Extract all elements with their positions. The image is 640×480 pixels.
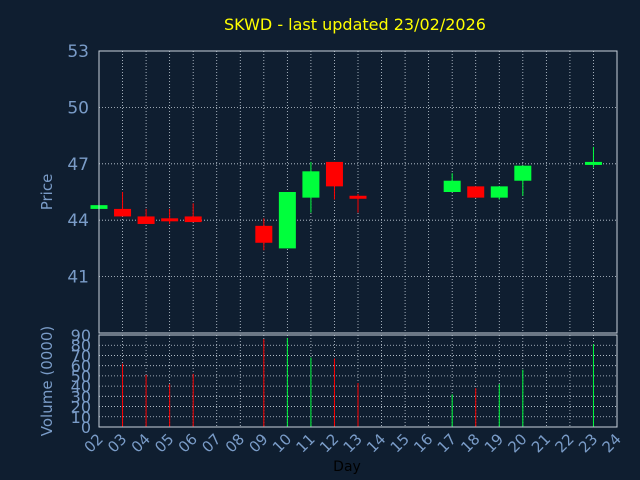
price-panel-frame — [98, 50, 618, 334]
x-tick-label: 09 — [245, 430, 271, 456]
x-tick-label: 17 — [434, 430, 460, 456]
x-tick-label: 15 — [387, 430, 413, 456]
candles-group — [90, 146, 602, 251]
candle-18 — [467, 186, 485, 198]
candle-09 — [255, 218, 273, 251]
x-tick-label: 23 — [575, 430, 601, 456]
chart-title: SKWD - last updated 23/02/2026 — [224, 15, 486, 34]
volume-y-tick-label: 70 — [71, 346, 91, 365]
candle-body — [278, 192, 296, 249]
x-tick-label: 05 — [151, 430, 177, 456]
x-tick-label: 22 — [552, 430, 578, 456]
x-tick-label: 14 — [363, 430, 389, 456]
volume-axis-label: Volume (0000) — [38, 326, 56, 436]
candle-04 — [137, 208, 155, 224]
price-y-tick-label: 47 — [67, 155, 89, 175]
candle-body — [255, 225, 273, 243]
price-y-tick-label: 44 — [67, 211, 89, 231]
x-tick-label: 21 — [528, 430, 554, 456]
candle-11 — [302, 161, 320, 213]
x-tick-label: 20 — [504, 430, 530, 456]
volume-y-tick-label: 40 — [71, 377, 91, 396]
candle-20 — [514, 165, 532, 196]
x-tick-label: 08 — [222, 430, 248, 456]
candle-body — [584, 161, 602, 165]
price-y-tick-label: 53 — [67, 42, 89, 62]
x-tick-label: 07 — [198, 430, 224, 456]
candle-12 — [325, 161, 343, 200]
volume-panel-frame — [98, 334, 618, 428]
candle-03 — [114, 192, 132, 217]
x-tick-label: 16 — [410, 430, 436, 456]
price-y-tick-labels: 53 50 47 44 41 — [67, 42, 89, 288]
candle-body — [161, 218, 179, 222]
x-tick-label: 24 — [599, 430, 625, 456]
volume-y-tick-label: 80 — [71, 336, 91, 355]
candle-body — [349, 195, 367, 199]
candle-body — [443, 180, 461, 192]
candle-body — [114, 208, 132, 217]
price-axis-label: Price — [38, 174, 56, 211]
price-y-tick-label: 41 — [67, 268, 89, 288]
x-tick-label: 04 — [128, 430, 154, 456]
candle-body — [302, 171, 320, 198]
x-tick-label: 13 — [340, 430, 366, 456]
candle-body — [184, 216, 202, 223]
candle-06 — [184, 203, 202, 223]
price-y-tick-label: 50 — [67, 98, 89, 118]
x-tick-label: 11 — [293, 430, 319, 456]
volume-y-tick-label: 60 — [71, 357, 91, 376]
x-tick-label: 18 — [457, 430, 483, 456]
volume-bars-group — [122, 338, 594, 427]
x-tick-label: 10 — [269, 430, 295, 456]
volume-y-tick-label: 30 — [71, 387, 91, 406]
candle-05 — [161, 208, 179, 224]
candle-23 — [584, 146, 602, 168]
candle-body — [325, 161, 343, 187]
volume-y-tick-label: 10 — [71, 408, 91, 427]
candle-19 — [490, 186, 508, 200]
volume-y-tick-label: 20 — [71, 398, 91, 417]
candle-body — [467, 186, 485, 198]
candle-10 — [278, 192, 296, 249]
x-tick-labels: 0203040506070809101112131415161718192021… — [81, 430, 625, 456]
candle-body — [490, 186, 508, 198]
candle-body — [137, 216, 155, 224]
x-tick-label: 06 — [175, 430, 201, 456]
x-tick-label: 12 — [316, 430, 342, 456]
x-tick-label: 19 — [481, 430, 507, 456]
candle-17 — [443, 173, 461, 192]
volume-y-tick-label: 50 — [71, 367, 91, 386]
x-axis-label: Day — [333, 459, 361, 475]
price-grid — [98, 50, 618, 333]
volume-y-tick-label: 90 — [71, 326, 91, 345]
x-tick-label: 03 — [104, 430, 130, 456]
volume-y-tick-label: 0 — [81, 418, 91, 437]
candle-body — [514, 165, 532, 181]
candle-13 — [349, 193, 367, 213]
